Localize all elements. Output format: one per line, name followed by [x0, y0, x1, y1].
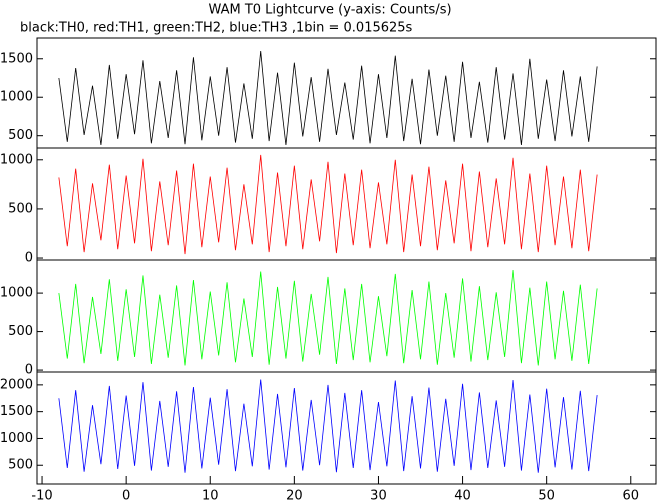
- x-tick-label: 60: [622, 489, 639, 504]
- light-curve: [58, 154, 598, 255]
- y-tick-label: 2000: [0, 377, 33, 392]
- y-tick-label: 0: [25, 363, 33, 378]
- y-tick-label: 1500: [0, 404, 33, 419]
- y-tick-label: 500: [8, 458, 33, 473]
- chart-title: WAM T0 Lightcurve (y-axis: Counts/s): [208, 3, 451, 18]
- light-curve: [58, 379, 598, 473]
- y-tick-label: 0: [25, 251, 33, 266]
- x-tick-label: 20: [286, 489, 303, 504]
- light-curve: [58, 269, 598, 366]
- y-tick-label: 1000: [0, 90, 33, 105]
- y-tick-label: 1000: [0, 286, 33, 301]
- y-tick-label: 1000: [0, 152, 33, 167]
- x-tick-label: -10: [31, 489, 52, 504]
- x-tick-label: 50: [538, 489, 555, 504]
- x-tick-label: 40: [454, 489, 471, 504]
- y-tick-label: 500: [8, 128, 33, 143]
- y-tick-label: 500: [8, 201, 33, 216]
- panel-frame: [36, 371, 657, 485]
- x-tick-label: 10: [202, 489, 219, 504]
- x-tick-label: 30: [370, 489, 387, 504]
- light-curve: [58, 51, 598, 145]
- x-tick-label: 0: [122, 489, 130, 504]
- y-tick-label: 500: [8, 324, 33, 339]
- y-tick-label: 1000: [0, 431, 33, 446]
- chart-subtitle: black:TH0, red:TH1, green:TH2, blue:TH3 …: [20, 21, 413, 36]
- y-tick-label: 1500: [0, 51, 33, 66]
